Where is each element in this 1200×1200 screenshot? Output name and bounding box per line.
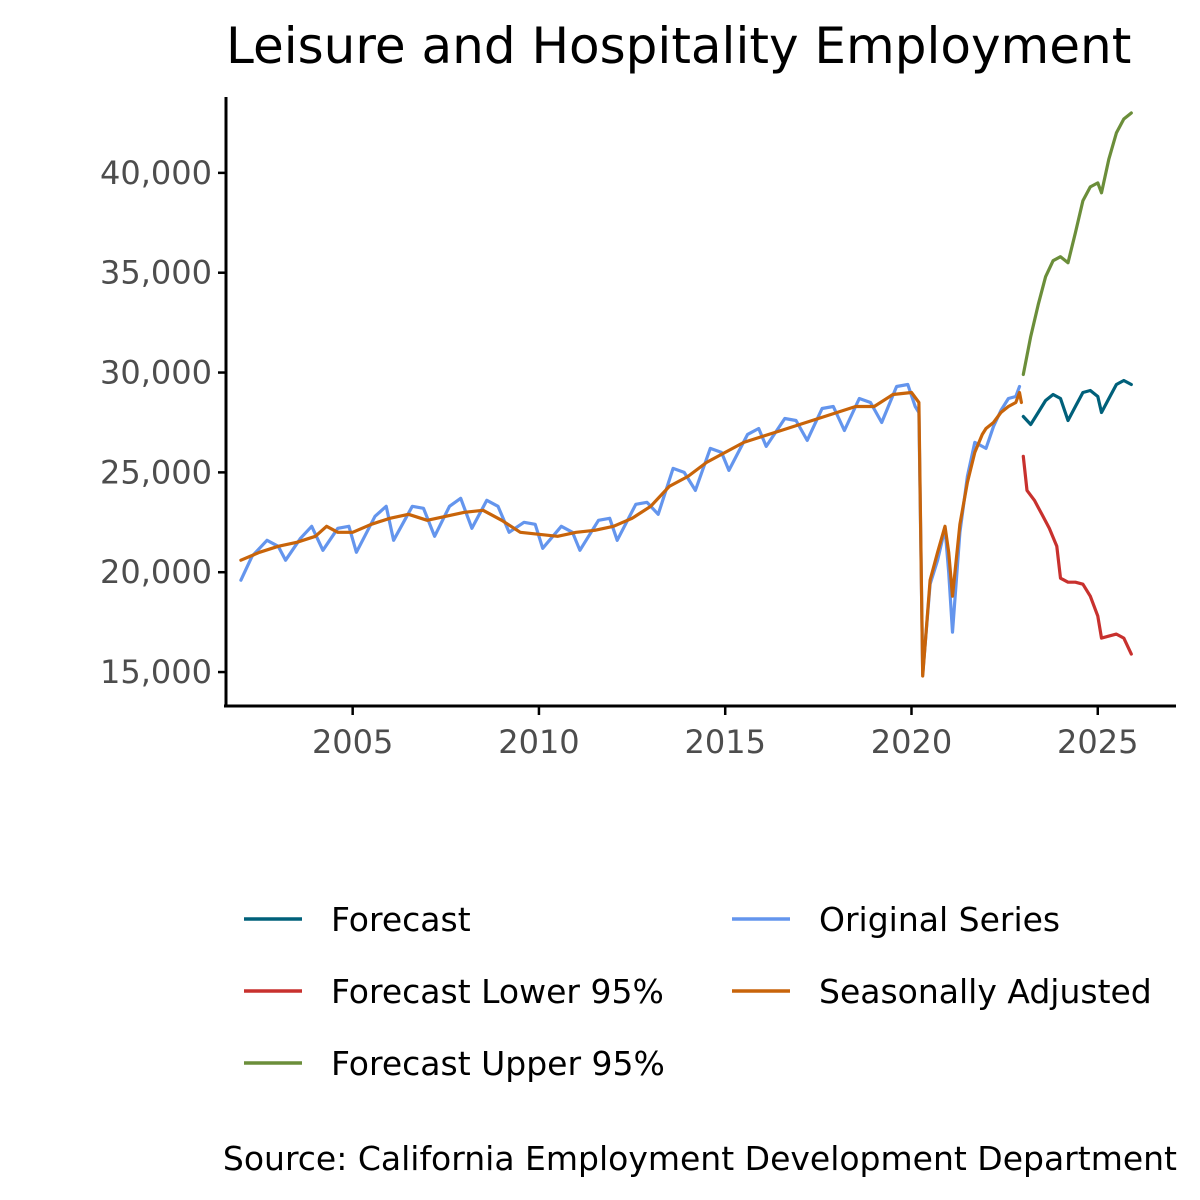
legend-label: Original Series <box>819 900 1060 939</box>
legend: Forecast Original Series Forecast Lower 95… <box>244 900 1152 1083</box>
y-tick-label: 30,000 <box>100 354 212 392</box>
y-tick-label: 20,000 <box>100 553 212 591</box>
plot-area <box>239 111 1133 678</box>
legend-label: Forecast <box>331 900 471 939</box>
x-tick-label: 2020 <box>871 723 952 761</box>
y-axis-ticks: 15,000 20,000 25,000 30,000 35,000 40,000 <box>100 154 226 691</box>
x-tick-label: 2025 <box>1057 723 1138 761</box>
legend-label: Forecast Upper 95% <box>331 1044 665 1083</box>
x-tick-label: 2005 <box>312 723 393 761</box>
x-tick-label: 2015 <box>684 723 765 761</box>
legend-item-seasonally-adjusted: Seasonally Adjusted <box>732 972 1152 1011</box>
legend-item-forecast: Forecast <box>244 900 471 939</box>
x-axis-ticks: 2005 2010 2015 2020 2025 <box>312 706 1138 761</box>
chart-title: Leisure and Hospitality Employment <box>226 17 1131 75</box>
x-tick-label: 2010 <box>498 723 579 761</box>
chart-caption: Source: California Employment Developmen… <box>223 1139 1177 1178</box>
series-line-forecast <box>1021 378 1133 427</box>
legend-label: Forecast Lower 95% <box>331 972 664 1011</box>
legend-item-forecast-upper-95-: Forecast Upper 95% <box>244 1044 665 1083</box>
legend-item-forecast-lower-95-: Forecast Lower 95% <box>244 972 664 1011</box>
legend-label: Seasonally Adjusted <box>819 972 1152 1011</box>
y-tick-label: 25,000 <box>100 453 212 491</box>
y-tick-label: 35,000 <box>100 254 212 292</box>
series-lines <box>239 111 1133 678</box>
y-tick-label: 15,000 <box>100 653 212 691</box>
series-line-forecast-upper-95- <box>1021 111 1133 377</box>
y-tick-label: 40,000 <box>100 154 212 192</box>
legend-item-original-series: Original Series <box>732 900 1060 939</box>
series-line-forecast-lower-95- <box>1021 454 1133 656</box>
series-line-seasonally-adjusted <box>239 390 1023 678</box>
